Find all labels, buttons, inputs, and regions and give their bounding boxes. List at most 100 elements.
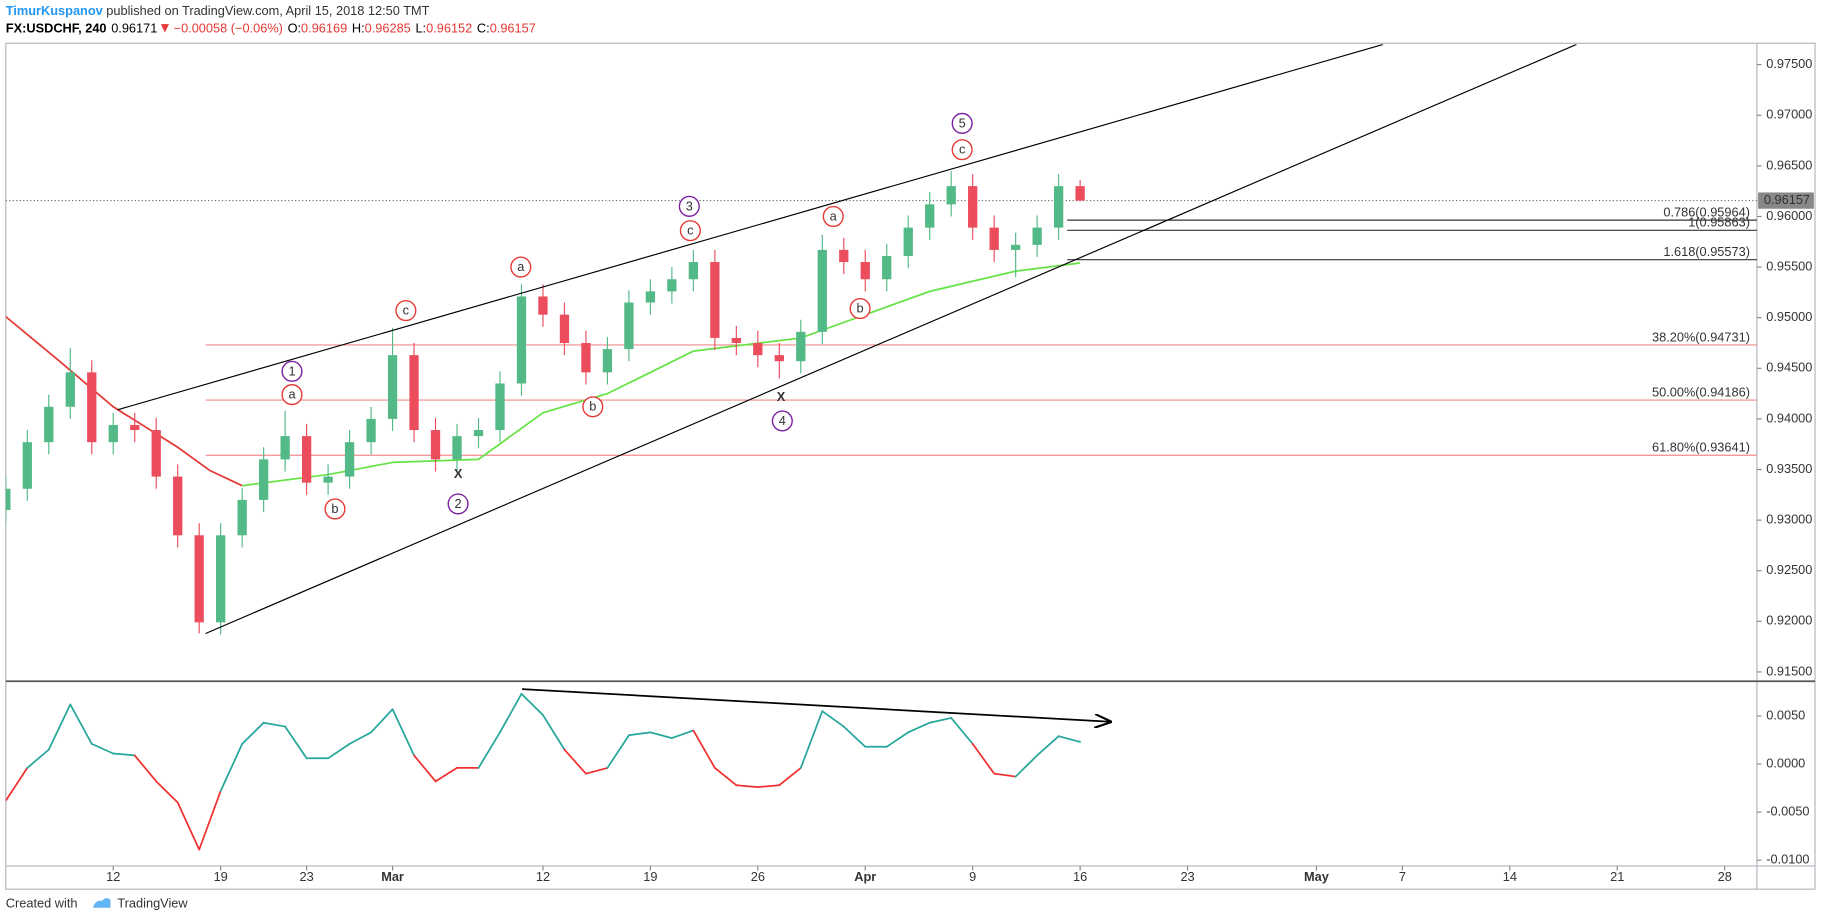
wave-label: b (331, 501, 338, 516)
indicator-segment (993, 772, 1017, 778)
ohlc-l: L: (415, 21, 426, 36)
ohlc-o: O: (288, 21, 301, 36)
wave-label: b (589, 399, 596, 414)
indicator-segment (542, 714, 566, 751)
indicator-segment (90, 743, 115, 755)
x-tick-label: 23 (1180, 869, 1194, 884)
indicator-segment (563, 748, 587, 775)
candle-body (5, 488, 11, 510)
indicator-segment (499, 693, 523, 734)
candle-body (44, 406, 54, 443)
candle-body (22, 442, 32, 489)
candle-body (753, 343, 763, 356)
indicator-pane (5, 688, 1110, 851)
candle-body (409, 355, 419, 431)
wave-circle (951, 112, 973, 134)
candle-body (903, 227, 913, 256)
wave-circle (822, 205, 844, 228)
logo (92, 898, 111, 908)
author[interactable]: TimurKuspanov (6, 3, 104, 18)
candle-body (1053, 186, 1064, 228)
indicator-segment (842, 725, 867, 748)
indicator-segment (348, 731, 372, 745)
indicator-segment (821, 710, 845, 728)
indicator-segment (241, 721, 265, 745)
candle-body (473, 430, 484, 437)
ohlc-c: C: (477, 21, 490, 36)
candle-body (194, 535, 204, 623)
indicator-segment (671, 729, 695, 739)
change: −0.00058 (−0.06%) (174, 21, 283, 36)
candle-body (796, 331, 806, 362)
trendline (205, 44, 1577, 635)
x-tick-label: 12 (536, 869, 550, 884)
wave-circle (395, 300, 417, 322)
candle-body (87, 372, 97, 443)
indicator-segment (735, 784, 759, 789)
indicator-segment (1057, 735, 1081, 743)
wave-circle (324, 498, 346, 520)
last-price-label: 0.96157 (1764, 192, 1810, 207)
indicator-segment (69, 703, 93, 745)
wave-label: X (454, 466, 463, 481)
author-line: TimurKuspanov published on TradingView.c… (6, 3, 430, 18)
indicator-segment (262, 721, 287, 728)
candle-body (452, 436, 462, 460)
wave-circle (849, 298, 871, 320)
indicator-segment (606, 734, 630, 769)
candle-body (173, 476, 183, 536)
fib-label: 61.80%(0.93641) (1652, 440, 1750, 455)
candle-body (774, 355, 784, 362)
x-tick-label: 16 (1073, 869, 1087, 884)
candle-body (366, 418, 376, 443)
published: published on TradingView.com, April 15, … (103, 3, 430, 18)
candle-body (968, 186, 978, 228)
last-price-box (1758, 192, 1814, 209)
indicator-segment (391, 708, 415, 757)
candle-body (1011, 244, 1021, 250)
candle-body (817, 249, 827, 332)
wave-circle (678, 195, 700, 217)
indicator-segment (971, 743, 996, 775)
footer-brand[interactable]: TradingView (117, 896, 188, 911)
y-tick-label: 0.92000 (1766, 613, 1812, 628)
fib-label: 1.618(0.95573) (1663, 244, 1750, 259)
indicator-segment (477, 731, 501, 769)
moving-average (242, 262, 1081, 487)
ohlc-c-value: 0.96157 (490, 21, 536, 36)
fib-label: 0.786(0.95964) (1663, 205, 1750, 220)
indicator-segment (799, 710, 824, 769)
indicator-segment (219, 743, 244, 792)
x-tick-label: 14 (1503, 869, 1517, 884)
indicator-segment (1036, 735, 1060, 757)
candle-body (989, 227, 999, 250)
ohlc-l-value: 0.96152 (426, 21, 472, 36)
wave-circle (771, 410, 793, 432)
x-tick-label: 28 (1718, 869, 1732, 884)
x-tick-label: 21 (1610, 869, 1624, 884)
indicator-segment (520, 693, 544, 716)
indicator-segment (628, 731, 652, 737)
fib-label: 50.00%(0.94186) (1652, 384, 1750, 399)
y-tick-label: 0.97000 (1766, 107, 1812, 122)
indicator-segment (47, 703, 72, 751)
indicator-segment (26, 748, 50, 769)
y-tick-label: 0.91500 (1766, 663, 1812, 678)
symbol-line: FX:USDCHF, 240 0.96171 −0.00058 (−0.06%) O:… (6, 21, 536, 36)
indicator-segment (413, 754, 437, 783)
frame (5, 42, 1816, 890)
candle-body (323, 476, 333, 483)
down-triangle (160, 24, 169, 33)
indicator-segment (176, 801, 201, 851)
indicator-y-tick-label: 0.0050 (1766, 707, 1805, 722)
wave-circle (582, 396, 604, 418)
y-tick-label: 0.93000 (1766, 511, 1812, 526)
candle-body (860, 262, 870, 280)
ohlc-h-value: 0.96285 (365, 21, 411, 36)
candle-body (667, 279, 677, 292)
y-tick-label: 0.94500 (1766, 360, 1812, 375)
y-tick-label: 0.92500 (1766, 562, 1812, 577)
ohlc-o-value: 0.96169 (301, 21, 347, 36)
candle-body (258, 459, 269, 500)
